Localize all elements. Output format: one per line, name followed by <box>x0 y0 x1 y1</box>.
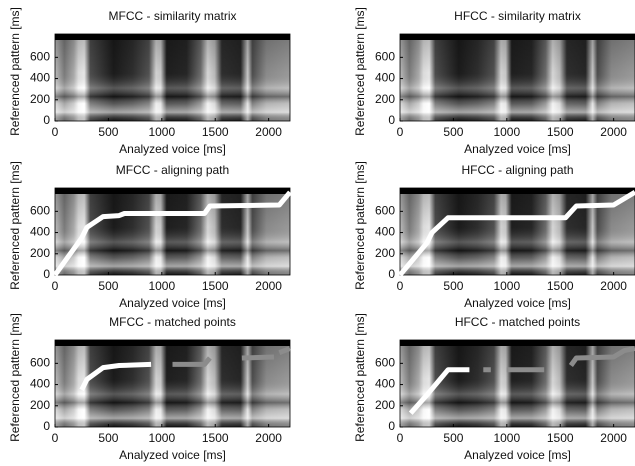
y-tick-label: 200 <box>375 398 395 412</box>
x-tick-label: 1000 <box>493 279 520 293</box>
image-top-band <box>400 188 635 194</box>
plot-title: MFCC - matched points <box>109 315 236 329</box>
path-line <box>483 346 635 373</box>
x-tick-label: 0 <box>52 125 59 139</box>
plot-frame <box>54 339 291 428</box>
similarity-image-shade <box>400 188 635 275</box>
plot-frame <box>399 339 635 428</box>
x-tick-label: 2000 <box>600 125 627 139</box>
x-tick-label: 500 <box>443 125 463 139</box>
y-tick-label: 400 <box>375 71 395 85</box>
y-tick-label: 400 <box>375 377 395 391</box>
x-tick-label: 1500 <box>547 125 574 139</box>
similarity-image-shade <box>55 34 290 121</box>
image-top-band <box>55 188 290 194</box>
x-tick-label: 1500 <box>202 125 229 139</box>
x-tick-label: 1000 <box>493 431 520 445</box>
x-tick-label: 1500 <box>202 431 229 445</box>
plot-title: MFCC - similarity matrix <box>109 9 237 23</box>
x-tick-label: 1000 <box>148 125 175 139</box>
y-tick-label: 600 <box>375 204 395 218</box>
x-tick-label: 2000 <box>600 431 627 445</box>
x-tick-label: 0 <box>52 279 59 293</box>
y-tick-label: 0 <box>43 113 50 127</box>
plot-title: MFCC - aligning path <box>116 163 229 177</box>
x-axis-label: Analyzed voice [ms] <box>119 448 226 462</box>
y-tick-label: 200 <box>375 92 395 106</box>
similarity-image-shade <box>55 188 290 275</box>
x-tick-label: 1500 <box>547 279 574 293</box>
plot-frame <box>54 33 291 122</box>
x-tick-label: 0 <box>52 431 59 445</box>
y-axis-label: Referenced pattern [ms] <box>8 161 22 290</box>
path-line <box>398 190 635 277</box>
y-tick-label: 0 <box>43 419 50 433</box>
x-tick-label: 1000 <box>493 125 520 139</box>
y-tick-label: 200 <box>30 398 50 412</box>
x-tick-label: 0 <box>397 431 404 445</box>
y-tick-label: 0 <box>388 419 395 433</box>
x-axis-label: Analyzed voice [ms] <box>464 296 571 310</box>
x-tick-label: 1000 <box>148 431 175 445</box>
x-tick-label: 0 <box>397 279 404 293</box>
y-axis-label: Referenced pattern [ms] <box>8 7 22 136</box>
y-tick-label: 200 <box>375 246 395 260</box>
x-tick-label: 1500 <box>202 279 229 293</box>
x-tick-label: 500 <box>443 279 463 293</box>
x-tick-label: 2000 <box>600 279 627 293</box>
y-tick-label: 600 <box>30 356 50 370</box>
y-tick-label: 600 <box>30 204 50 218</box>
y-axis-label: Referenced pattern [ms] <box>353 313 367 442</box>
x-axis-label: Analyzed voice [ms] <box>464 142 571 156</box>
x-tick-label: 500 <box>98 431 118 445</box>
x-tick-label: 500 <box>98 279 118 293</box>
plot-frame <box>399 187 635 276</box>
x-tick-label: 2000 <box>255 125 282 139</box>
y-axis-label: Referenced pattern [ms] <box>8 313 22 442</box>
y-tick-label: 400 <box>30 225 50 239</box>
image-top-band <box>400 340 635 346</box>
image-top-band <box>55 340 290 346</box>
path-line <box>52 190 292 277</box>
plot-title: HFCC - matched points <box>455 315 580 329</box>
y-tick-label: 600 <box>30 50 50 64</box>
y-tick-label: 600 <box>375 50 395 64</box>
y-axis-label: Referenced pattern [ms] <box>353 161 367 290</box>
y-tick-label: 400 <box>30 71 50 85</box>
image-top-band <box>55 34 290 40</box>
y-tick-label: 0 <box>388 267 395 281</box>
x-tick-label: 500 <box>98 125 118 139</box>
plot-title: HFCC - similarity matrix <box>454 9 581 23</box>
x-tick-label: 2000 <box>255 431 282 445</box>
path-line <box>408 367 470 415</box>
y-tick-label: 600 <box>375 356 395 370</box>
y-tick-label: 200 <box>30 246 50 260</box>
x-tick-label: 1500 <box>547 431 574 445</box>
y-tick-label: 200 <box>30 92 50 106</box>
plot-frame <box>399 33 635 122</box>
x-tick-label: 500 <box>443 431 463 445</box>
x-axis-label: Analyzed voice [ms] <box>119 296 226 310</box>
y-tick-label: 0 <box>388 113 395 127</box>
x-tick-label: 1000 <box>148 279 175 293</box>
x-axis-label: Analyzed voice [ms] <box>119 142 226 156</box>
plot-title: HFCC - aligning path <box>461 163 573 177</box>
x-axis-label: Analyzed voice [ms] <box>464 448 571 462</box>
x-tick-label: 2000 <box>255 279 282 293</box>
image-top-band <box>400 34 635 40</box>
x-tick-label: 0 <box>397 125 404 139</box>
y-axis-label: Referenced pattern [ms] <box>353 7 367 136</box>
similarity-image-shade <box>55 340 290 427</box>
y-tick-label: 0 <box>43 267 50 281</box>
path-line <box>172 346 291 367</box>
similarity-image-shade <box>400 34 635 121</box>
y-tick-label: 400 <box>30 377 50 391</box>
path-line <box>79 361 152 392</box>
y-tick-label: 400 <box>375 225 395 239</box>
plot-frame <box>54 187 291 276</box>
